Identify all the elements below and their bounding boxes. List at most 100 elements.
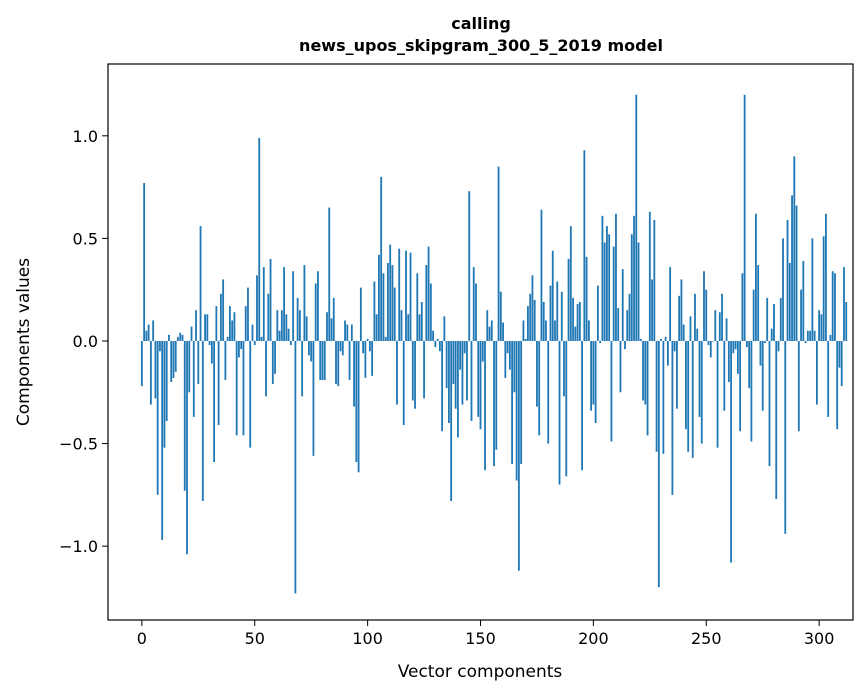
bar-74 bbox=[308, 340, 310, 356]
bar-226 bbox=[651, 279, 653, 341]
bar-26 bbox=[199, 226, 202, 341]
bar-27 bbox=[201, 340, 204, 502]
bar-51 bbox=[256, 275, 258, 341]
bar-53 bbox=[260, 336, 263, 341]
bar-217 bbox=[630, 234, 633, 341]
bar-244 bbox=[691, 340, 694, 458]
bar-170 bbox=[524, 338, 527, 341]
bar-133 bbox=[441, 340, 444, 432]
bar-98 bbox=[362, 340, 365, 354]
bar-275 bbox=[761, 340, 764, 411]
bar-96 bbox=[357, 340, 360, 473]
bar-209 bbox=[612, 246, 615, 341]
bar-48 bbox=[249, 340, 252, 448]
bar-11 bbox=[165, 340, 168, 421]
bar-274 bbox=[759, 340, 762, 366]
bar-302 bbox=[822, 236, 825, 341]
bar-70 bbox=[298, 310, 301, 341]
bar-93 bbox=[350, 324, 353, 341]
bar-299 bbox=[815, 340, 818, 405]
bar-247 bbox=[698, 340, 701, 417]
bar-19 bbox=[183, 340, 186, 491]
bar-149 bbox=[477, 340, 480, 417]
bar-132 bbox=[438, 340, 441, 352]
bar-34 bbox=[217, 340, 220, 426]
bar-285 bbox=[784, 340, 787, 534]
x-tick-label-0: 0 bbox=[137, 629, 147, 648]
bar-10 bbox=[163, 340, 166, 448]
bar-129 bbox=[432, 330, 434, 341]
bar-141 bbox=[459, 340, 462, 370]
bar-199 bbox=[590, 340, 593, 411]
y-axis-label: Components values bbox=[14, 258, 34, 426]
bar-29 bbox=[206, 314, 209, 341]
bar-207 bbox=[608, 234, 611, 341]
bar-17 bbox=[179, 332, 182, 341]
bar-39 bbox=[229, 306, 231, 341]
bar-178 bbox=[542, 301, 545, 341]
bar-272 bbox=[755, 213, 757, 341]
x-tick-label-100: 100 bbox=[352, 629, 383, 648]
bar-28 bbox=[204, 314, 206, 341]
bar-194 bbox=[578, 301, 581, 341]
bar-183 bbox=[554, 320, 556, 341]
bar-121 bbox=[414, 340, 416, 409]
y-tick-label-1: −0.5 bbox=[59, 435, 98, 454]
bar-0 bbox=[140, 340, 143, 387]
bar-234 bbox=[669, 267, 672, 341]
bar-298 bbox=[813, 330, 816, 341]
bar-100 bbox=[366, 338, 369, 341]
bar-203 bbox=[599, 340, 602, 344]
bar-4 bbox=[149, 340, 152, 405]
bar-197 bbox=[585, 256, 588, 341]
bar-235 bbox=[671, 340, 674, 495]
bar-118 bbox=[407, 314, 410, 341]
bar-164 bbox=[511, 340, 514, 465]
bar-99 bbox=[364, 340, 367, 378]
x-tick-label-150: 150 bbox=[465, 629, 496, 648]
bar-257 bbox=[721, 293, 723, 341]
bar-280 bbox=[773, 304, 775, 341]
bar-55 bbox=[265, 340, 267, 397]
bar-119 bbox=[409, 252, 412, 341]
bar-188 bbox=[565, 340, 568, 477]
bar-81 bbox=[323, 340, 326, 380]
bar-12 bbox=[168, 334, 170, 341]
bar-52 bbox=[258, 137, 261, 341]
bar-273 bbox=[757, 265, 760, 341]
bar-291 bbox=[797, 340, 800, 432]
bar-211 bbox=[617, 308, 620, 341]
bar-253 bbox=[712, 340, 714, 342]
bar-31 bbox=[210, 340, 213, 364]
bar-176 bbox=[538, 340, 541, 436]
bar-168 bbox=[520, 340, 523, 465]
bar-75 bbox=[310, 340, 313, 362]
bar-289 bbox=[793, 156, 796, 341]
bar-125 bbox=[423, 340, 425, 399]
bar-180 bbox=[547, 340, 550, 444]
bar-42 bbox=[235, 340, 238, 436]
bar-237 bbox=[676, 340, 678, 409]
bar-84 bbox=[330, 318, 333, 341]
bar-152 bbox=[484, 340, 486, 471]
bar-190 bbox=[569, 226, 572, 341]
bar-277 bbox=[766, 297, 769, 341]
bar-40 bbox=[231, 320, 234, 341]
bar-1 bbox=[143, 182, 146, 341]
bar-259 bbox=[725, 318, 728, 341]
bar-228 bbox=[655, 340, 658, 452]
bar-89 bbox=[341, 340, 344, 356]
bar-77 bbox=[314, 283, 317, 341]
bar-303 bbox=[825, 213, 827, 341]
bar-301 bbox=[820, 314, 823, 341]
bar-271 bbox=[752, 289, 755, 341]
bar-21 bbox=[188, 340, 191, 393]
bar-245 bbox=[694, 293, 696, 341]
bar-5 bbox=[152, 320, 155, 341]
bar-213 bbox=[621, 269, 624, 341]
bar-219 bbox=[635, 94, 638, 341]
bar-186 bbox=[560, 291, 563, 341]
bar-279 bbox=[770, 328, 773, 341]
bar-263 bbox=[734, 340, 737, 350]
bar-166 bbox=[515, 340, 518, 481]
